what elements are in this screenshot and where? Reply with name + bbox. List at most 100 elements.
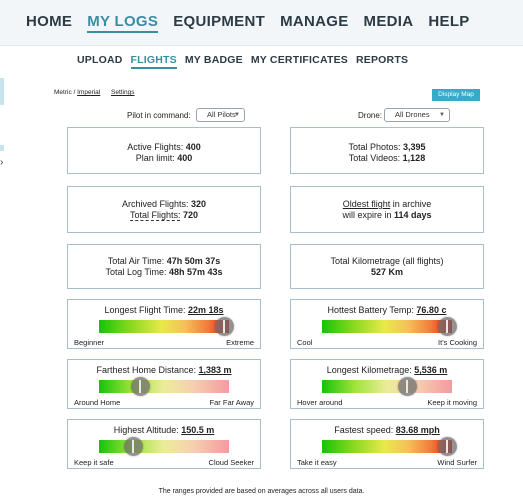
gauge-min-label: Take it easy xyxy=(297,458,337,467)
gauge-min-label: Hover around xyxy=(297,398,343,407)
archived-flights-card: Archived Flights: 320 Total Flights: 720 xyxy=(67,186,261,233)
km-label: Total Kilometrage (all flights) xyxy=(330,256,444,266)
nav-equipment[interactable]: EQUIPMENT xyxy=(173,13,266,30)
display-map-button[interactable]: Display Map xyxy=(432,89,480,101)
units-toggle: Metric / Imperial xyxy=(54,89,100,96)
top-navigation-bar: HOME MY LOGS EQUIPMENT MANAGE MEDIA HELP xyxy=(0,0,523,46)
gauge-label: Hottest Battery Temp: xyxy=(327,305,414,315)
oldest-flight-link[interactable]: Oldest flight xyxy=(342,199,391,209)
subnav-flights[interactable]: FLIGHTS xyxy=(130,54,177,69)
gauge-indicator-knob xyxy=(124,437,143,456)
gauge-title: Longest Kilometrage: 5,536 m xyxy=(291,365,483,376)
gauge-bar xyxy=(99,320,229,333)
gauge-indicator-knob xyxy=(438,317,457,336)
log-time-value: 48h 57m 43s xyxy=(169,267,223,277)
expiry-line: will expire in 114 days xyxy=(291,210,483,221)
gauge-max-label: Keep it moving xyxy=(427,398,477,407)
gauge-indicator-knob xyxy=(215,317,234,336)
gauge-label: Farthest Home Distance: xyxy=(96,365,196,375)
log-time-label: Total Log Time: xyxy=(105,267,167,277)
nav-my-logs[interactable]: MY LOGS xyxy=(87,13,159,33)
chevron-down-icon: ▼ xyxy=(439,112,445,118)
gauge-bar xyxy=(322,440,452,453)
gauge-value[interactable]: 150.5 m xyxy=(181,425,215,435)
gauge-value[interactable]: 22m 18s xyxy=(188,305,224,315)
gauge-title: Hottest Battery Temp: 76.80 c xyxy=(291,305,483,316)
air-time-line: Total Air Time: 47h 50m 37s xyxy=(68,256,260,267)
gauge-indicator-knob xyxy=(131,377,150,396)
side-panel-edge xyxy=(0,78,4,105)
gauge-value[interactable]: 1,383 m xyxy=(198,365,232,375)
subnav-upload[interactable]: UPLOAD xyxy=(77,54,123,66)
gauge-highest-altitude: Highest Altitude: 150.5 m Keep it safe Clo… xyxy=(67,419,261,469)
km-value: 527 Km xyxy=(370,267,404,277)
gauge-label: Fastest speed: xyxy=(334,425,394,435)
oldest-flight-text: in archive xyxy=(390,199,432,209)
nav-home[interactable]: HOME xyxy=(26,13,73,30)
total-time-card: Total Air Time: 47h 50m 37s Total Log Ti… xyxy=(67,244,261,289)
gauge-longest-kilometrage: Longest Kilometrage: 5,536 m Hover around… xyxy=(290,359,484,409)
gauge-max-label: Extreme xyxy=(226,338,254,347)
plan-limit-value: 400 xyxy=(177,153,193,163)
gauge-max-label: Far Far Away xyxy=(209,398,254,407)
gauge-value[interactable]: 83.68 mph xyxy=(395,425,440,435)
gauge-title: Longest Flight Time: 22m 18s xyxy=(68,305,260,316)
oldest-flight-line: Oldest flight in archive xyxy=(291,199,483,210)
total-flights-value: 720 xyxy=(183,210,199,220)
air-time-label: Total Air Time: xyxy=(107,256,165,266)
gauge-hottest-battery-temp: Hottest Battery Temp: 76.80 c Cool It's Co… xyxy=(290,299,484,349)
gauge-title: Farthest Home Distance: 1,383 m xyxy=(68,365,260,376)
gauge-label: Longest Flight Time: xyxy=(104,305,186,315)
gauge-bar xyxy=(99,440,229,453)
drone-select-value: All Drones xyxy=(395,110,430,119)
gauge-longest-flight-time: Longest Flight Time: 22m 18s Beginner Extr… xyxy=(67,299,261,349)
gauge-bar xyxy=(322,320,452,333)
gauge-max-label: It's Cooking xyxy=(438,338,477,347)
gauge-label: Highest Altitude: xyxy=(113,425,179,435)
gauge-bar xyxy=(99,380,229,393)
gauge-farthest-home-distance: Farthest Home Distance: 1,383 m Around Ho… xyxy=(67,359,261,409)
nav-manage[interactable]: MANAGE xyxy=(280,13,349,30)
plan-limit-line: Plan limit: 400 xyxy=(68,153,260,164)
subnav-my-certificates[interactable]: MY CERTIFICATES xyxy=(250,54,348,66)
gauge-min-label: Beginner xyxy=(74,338,105,347)
chevron-right-icon[interactable]: › xyxy=(0,157,4,168)
archived-line: Archived Flights: 320 xyxy=(68,199,260,210)
total-videos-value: 1,128 xyxy=(402,153,426,163)
gauge-indicator-knob xyxy=(398,377,417,396)
subnav-reports[interactable]: REPORTS xyxy=(355,54,409,66)
gauge-max-label: Wind Surfer xyxy=(437,458,477,467)
settings-link[interactable]: Settings xyxy=(111,89,135,96)
gauge-indicator-knob xyxy=(438,437,457,456)
pilot-select-value: All Pilots xyxy=(207,110,236,119)
pilot-label: Pilot in command: xyxy=(127,111,191,120)
gauge-min-label: Around Home xyxy=(74,398,121,407)
gauge-value[interactable]: 5,536 m xyxy=(414,365,448,375)
expiry-days: 114 days xyxy=(394,210,432,220)
expiry-text: will expire in xyxy=(342,210,392,220)
subnav-my-badge[interactable]: MY BADGE xyxy=(184,54,243,66)
chevron-down-icon: ▼ xyxy=(234,112,240,118)
total-photos-line: Total Photos: 3,395 xyxy=(291,142,483,153)
gauge-min-label: Cool xyxy=(297,338,313,347)
total-videos-label: Total Videos: xyxy=(348,153,401,163)
nav-help[interactable]: HELP xyxy=(428,13,470,30)
gauge-title: Fastest speed: 83.68 mph xyxy=(291,425,483,436)
total-flights-line: Total Flights: 720 xyxy=(68,210,260,221)
gauge-value[interactable]: 76.80 c xyxy=(416,305,447,315)
drone-select[interactable]: All Drones ▼ xyxy=(384,108,450,122)
nav-media[interactable]: MEDIA xyxy=(363,13,414,30)
sub-nav: UPLOAD FLIGHTS MY BADGE MY CERTIFICATES … xyxy=(77,54,408,69)
pilot-select[interactable]: All Pilots ▼ xyxy=(196,108,245,122)
total-kilometrage-card: Total Kilometrage (all flights) 527 Km xyxy=(290,244,484,289)
units-imperial-link[interactable]: Imperial xyxy=(77,89,101,96)
archive-expiry-card: Oldest flight in archive will expire in … xyxy=(290,186,484,233)
total-videos-line: Total Videos: 1,128 xyxy=(291,153,483,164)
side-panel-edge-small xyxy=(0,145,4,151)
gauge-bar xyxy=(322,380,452,393)
gauge-title: Highest Altitude: 150.5 m xyxy=(68,425,260,436)
footnote: The ranges provided are based on average… xyxy=(158,488,365,495)
units-metric[interactable]: Metric xyxy=(54,89,72,96)
air-time-value: 47h 50m 37s xyxy=(166,256,221,266)
total-photos-value: 3,395 xyxy=(403,142,426,152)
